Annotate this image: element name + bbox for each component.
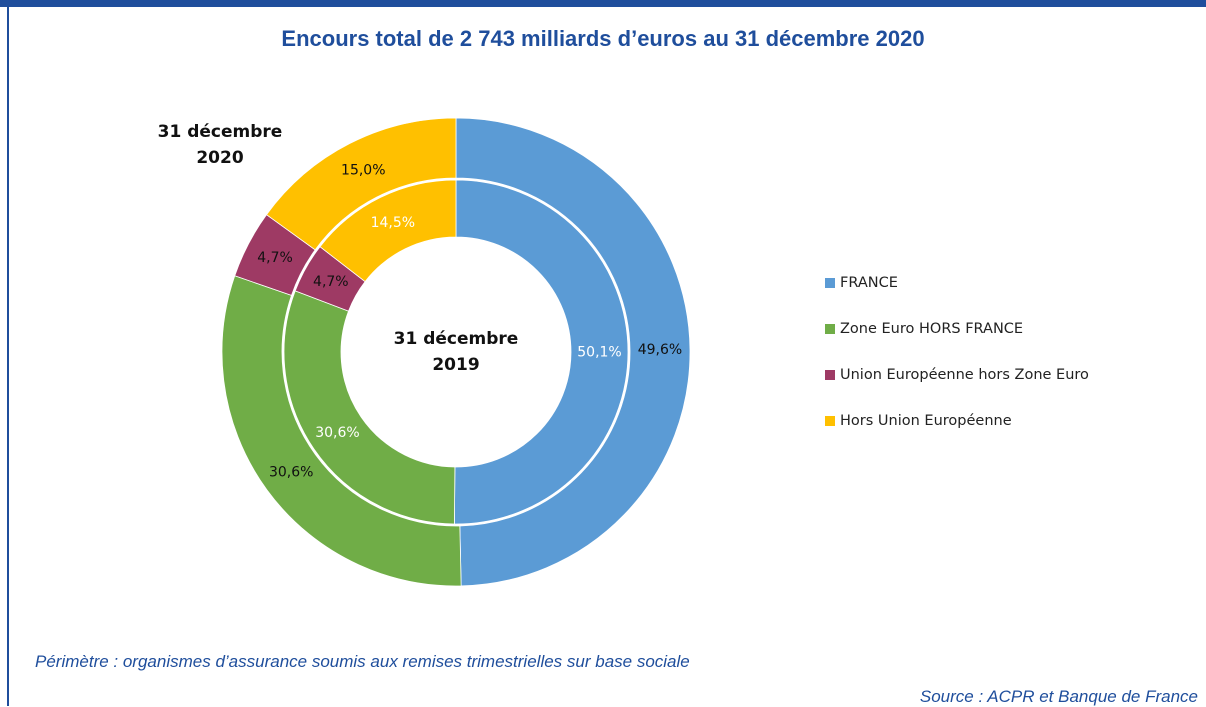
slice <box>221 275 462 587</box>
scope-note: Périmètre : organismes d’assurance soumi… <box>35 652 690 671</box>
top-bar <box>0 0 1206 7</box>
legend-swatch <box>825 370 835 380</box>
slice <box>319 179 457 283</box>
value-label: 4,7% <box>313 274 349 290</box>
inner-ring-name: 31 décembre 2019 <box>393 329 519 375</box>
value-label: 30,6% <box>269 464 313 480</box>
legend-text: Zone Euro HORS FRANCE <box>840 321 1023 337</box>
value-label: 14,5% <box>371 215 415 231</box>
legend-swatch <box>825 278 835 288</box>
source-note: Source : ACPR et Banque de France <box>919 687 1198 706</box>
left-border <box>7 0 9 706</box>
value-label: 50,1% <box>577 345 621 361</box>
chart-title: Encours total de 2 743 milliards d’euros… <box>281 26 925 51</box>
slice <box>455 117 691 587</box>
legend-swatch <box>825 324 835 334</box>
slice <box>453 179 629 525</box>
value-label: 30,6% <box>315 425 359 441</box>
slice <box>266 117 457 251</box>
legend-text: Union Européenne hors Zone Euro <box>840 367 1089 383</box>
value-label: 4,7% <box>257 250 293 266</box>
value-label: 15,0% <box>341 162 385 178</box>
legend-swatch <box>825 416 835 426</box>
legend-text: Hors Union Européenne <box>840 413 1012 429</box>
outer-ring-name: 31 décembre 2020 <box>157 122 283 168</box>
value-label: 49,6% <box>638 342 682 358</box>
slice <box>283 290 456 525</box>
legend-text: FRANCE <box>840 275 898 291</box>
